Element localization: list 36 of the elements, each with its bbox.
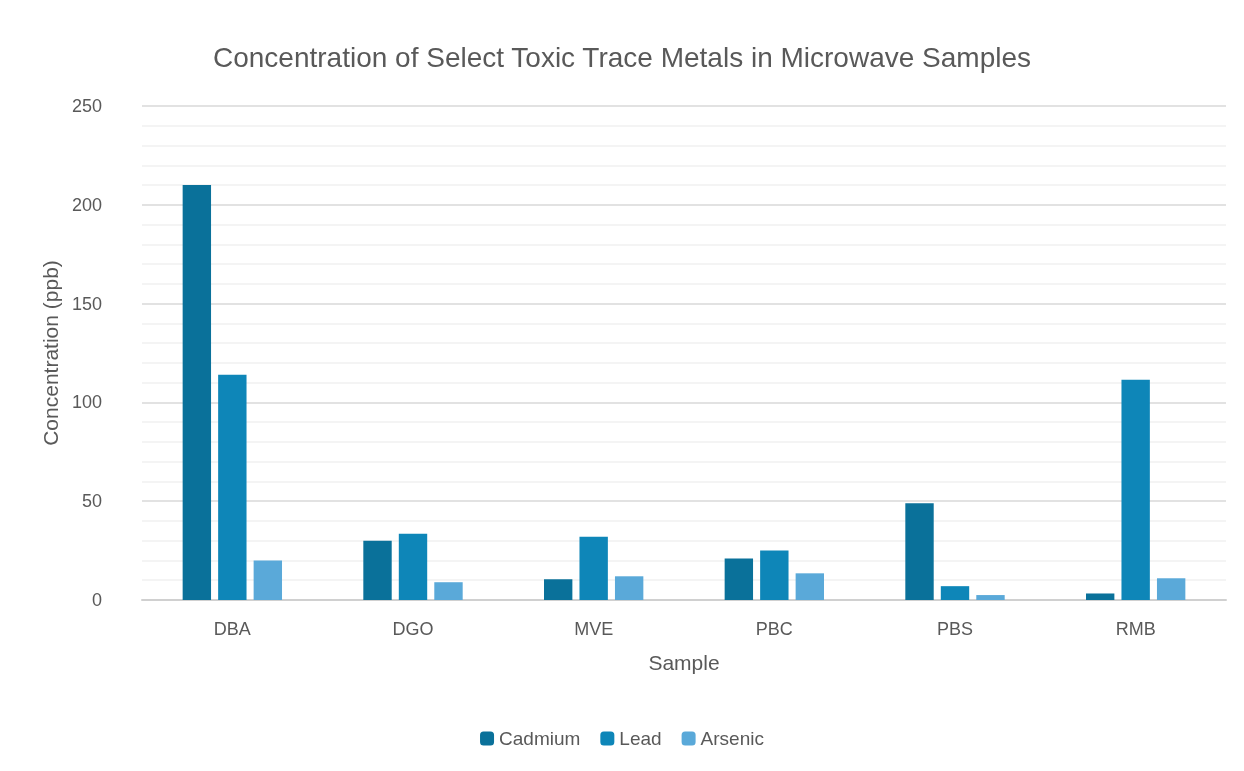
x-axis-title: Sample	[648, 651, 720, 674]
y-tick-label: 50	[81, 491, 102, 512]
legend-label: Cadmium	[499, 728, 581, 749]
bar	[795, 573, 825, 600]
bar	[976, 595, 1005, 600]
bar	[614, 576, 644, 600]
y-axis-title: Concentration (ppb)	[39, 260, 63, 446]
y-tick-label: 100	[71, 392, 102, 413]
bar	[182, 185, 212, 600]
y-tick-label: 200	[71, 194, 102, 215]
bar	[543, 579, 573, 600]
x-tick-label: PBC	[755, 619, 793, 639]
bar	[724, 558, 754, 600]
bar	[905, 503, 934, 600]
bar	[1085, 593, 1115, 600]
bar	[579, 536, 608, 600]
y-tick-label: 150	[71, 293, 102, 314]
bar	[398, 533, 428, 600]
bar	[940, 586, 970, 600]
legend-label: Arsenic	[700, 728, 764, 749]
x-tick-label: MVE	[574, 619, 614, 639]
y-tick-label: 250	[71, 96, 102, 116]
bar	[434, 582, 463, 600]
bar	[1156, 578, 1186, 600]
bar	[218, 374, 247, 600]
bar	[363, 540, 392, 600]
x-tick-label: PBS	[936, 619, 974, 639]
bar	[253, 560, 283, 600]
y-tick-label: 0	[91, 590, 102, 610]
chart-title: Concentration of Select Toxic Trace Metals in Microwave Samples	[212, 41, 1032, 73]
x-tick-label: DBA	[213, 619, 251, 639]
bar	[760, 550, 789, 600]
bar	[1121, 379, 1150, 600]
legend-label: Lead	[619, 728, 662, 749]
x-tick-label: DGO	[392, 619, 434, 639]
x-tick-label: RMB	[1115, 619, 1156, 639]
